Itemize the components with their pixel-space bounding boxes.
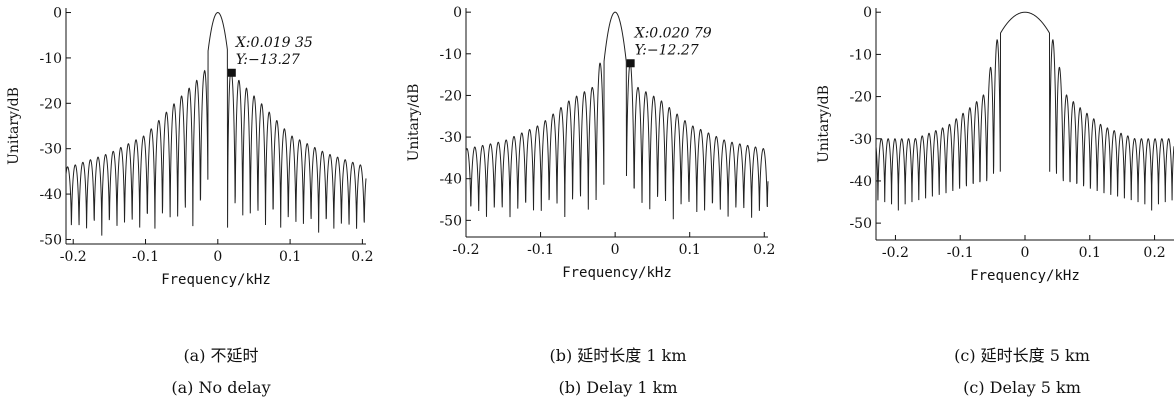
x-tick-label: -0.1 bbox=[947, 245, 974, 261]
caption-a-cn: (a) 不延时 bbox=[183, 346, 259, 365]
x-tick-label: -0.2 bbox=[882, 245, 909, 261]
x-axis-label: Frequency/kHz bbox=[970, 268, 1080, 284]
data-tip-marker bbox=[227, 68, 236, 77]
x-tick-label: 0.1 bbox=[1079, 245, 1101, 261]
y-tick-label: 0 bbox=[863, 5, 872, 21]
chart-panel-c: -0.2 -0.1 0 0.1 0.2 0 -10 -20 -30 -40 -50 Frequency… bbox=[816, 5, 1174, 284]
y-tick-label: -50 bbox=[39, 232, 62, 248]
caption-c-en: (c) Delay 5 km bbox=[963, 378, 1081, 397]
y-tick-label: -40 bbox=[439, 172, 462, 188]
data-tip-y-label: Y:−13.27 bbox=[236, 52, 300, 68]
x-axis-label: Frequency/kHz bbox=[161, 272, 271, 288]
x-tick-label: 0.1 bbox=[679, 242, 701, 258]
chart-panel-b: -0.2 -0.1 0 0.1 0.2 0 -10 -20 -30 -40 -50 Frequency… bbox=[406, 5, 775, 281]
y-tick-label: -20 bbox=[849, 90, 872, 106]
x-tick-label: 0 bbox=[611, 242, 620, 258]
x-tick-label: 0.2 bbox=[1143, 245, 1165, 261]
y-tick-label: -10 bbox=[439, 47, 462, 63]
data-tip-y-label: Y:−12.27 bbox=[635, 42, 699, 58]
y-tick-label: -40 bbox=[849, 174, 872, 190]
spectrum-line bbox=[65, 12, 367, 236]
x-tick-label: -0.1 bbox=[132, 249, 159, 265]
y-tick-label: 0 bbox=[453, 5, 462, 21]
spectrum-line bbox=[465, 11, 769, 220]
chart-panel-a: -0.2 -0.1 0 0.1 0.2 0 -10 -20 -30 -40 -50 Frequency… bbox=[6, 6, 374, 288]
y-tick-label: -10 bbox=[39, 51, 62, 67]
y-axis-label: Unitary/dB bbox=[6, 87, 22, 165]
caption-b-cn: (b) 延时长度 1 km bbox=[549, 346, 687, 365]
y-tick-label: -20 bbox=[439, 88, 462, 104]
spectrum-figure: -0.2 -0.1 0 0.1 0.2 0 -10 -20 -30 -40 -50 Frequency… bbox=[6, 5, 1174, 288]
caption-c-cn: (c) 延时长度 5 km bbox=[954, 346, 1090, 365]
data-tip-x-label: X:0.019 35 bbox=[235, 35, 313, 51]
y-tick-label: 0 bbox=[53, 6, 62, 22]
x-tick-label: 0 bbox=[1021, 245, 1030, 261]
x-tick-label: -0.2 bbox=[60, 249, 87, 265]
y-tick-label: -40 bbox=[39, 187, 62, 203]
caption-a-en: (a) No delay bbox=[171, 378, 271, 397]
y-tick-label: -30 bbox=[849, 132, 872, 148]
y-tick-label: -20 bbox=[39, 96, 62, 112]
y-tick-label: -30 bbox=[39, 142, 62, 158]
spectrum-line bbox=[875, 11, 1174, 211]
x-tick-label: 0.2 bbox=[351, 249, 373, 265]
y-tick-label: -50 bbox=[849, 216, 872, 232]
data-tip-x-label: X:0.020 79 bbox=[634, 25, 712, 41]
data-tip-marker bbox=[626, 59, 635, 68]
x-tick-label: 0.2 bbox=[753, 242, 775, 258]
y-axis-label: Unitary/dB bbox=[406, 84, 422, 162]
y-tick-label: -10 bbox=[849, 47, 872, 63]
x-tick-label: 0 bbox=[213, 249, 222, 265]
x-tick-label: 0.1 bbox=[279, 249, 301, 265]
x-tick-label: -0.2 bbox=[453, 242, 480, 258]
caption-b-en: (b) Delay 1 km bbox=[558, 378, 678, 397]
y-axis-label: Unitary/dB bbox=[816, 85, 832, 163]
y-tick-label: -30 bbox=[439, 130, 462, 146]
y-tick-label: -50 bbox=[439, 213, 462, 229]
x-axis-label: Frequency/kHz bbox=[562, 265, 672, 281]
x-tick-label: -0.1 bbox=[527, 242, 554, 258]
